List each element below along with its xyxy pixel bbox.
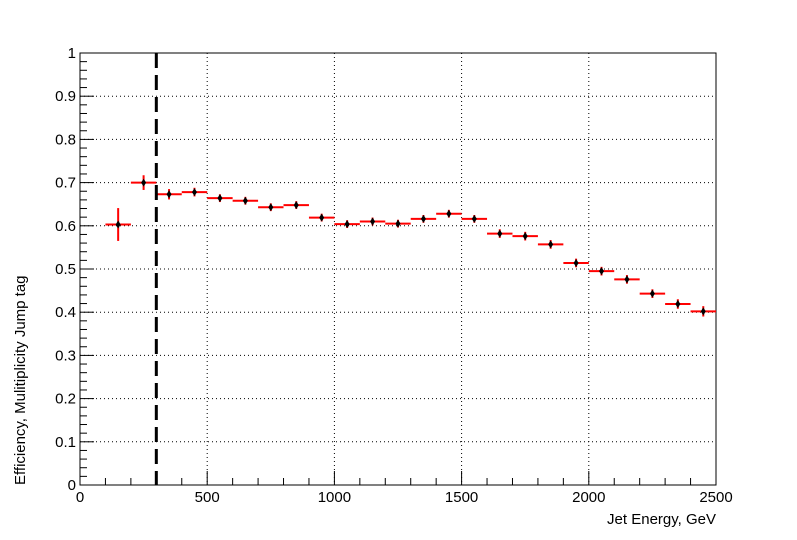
y-axis-title: Efficiency, Mulitiplicity Jump tag [12, 275, 29, 485]
y-tick-label: 0.7 [55, 175, 76, 192]
data-point [232, 196, 259, 205]
data-point [588, 266, 615, 276]
y-tick-label: 0.9 [55, 88, 76, 105]
data-point [385, 219, 411, 228]
point-marker [395, 219, 401, 228]
point-marker [522, 232, 528, 241]
x-tick-label: 500 [195, 489, 220, 506]
x-tick-label: 2500 [699, 489, 732, 506]
y-tick-label: 0.5 [55, 261, 76, 278]
point-marker [420, 214, 426, 223]
data-point [105, 208, 131, 241]
axis-ticks [79, 52, 717, 486]
x-tick-labels: 0 500 1000 1500 2000 2500 [76, 489, 733, 506]
data-point [283, 201, 309, 210]
point-marker [217, 194, 223, 203]
point-marker [700, 307, 706, 316]
data-point [436, 209, 462, 218]
point-marker [675, 299, 681, 308]
point-marker [624, 275, 630, 284]
y-tick-label: 0.1 [55, 434, 76, 451]
point-marker [446, 209, 452, 218]
data-point [690, 306, 716, 317]
point-marker [141, 178, 147, 187]
data-point [461, 214, 488, 223]
y-tick-label: 0.2 [55, 391, 76, 408]
grid-lines [80, 53, 716, 485]
y-tick-label: 0.4 [55, 304, 76, 321]
point-marker [344, 220, 350, 229]
point-marker [497, 229, 503, 238]
point-marker [599, 267, 605, 276]
point-marker [573, 258, 579, 267]
point-marker [191, 188, 197, 197]
y-tick-label: 0.3 [55, 347, 76, 364]
point-marker [548, 240, 554, 249]
data-point [665, 299, 691, 309]
data-point [258, 203, 284, 212]
data-point [410, 214, 437, 223]
point-marker [115, 220, 121, 229]
y-tick-label: 0 [68, 477, 76, 494]
plot-frame [79, 52, 717, 486]
data-point [359, 217, 386, 226]
y-tick-label: 0.8 [55, 131, 76, 148]
data-points [105, 175, 716, 317]
data-point [308, 213, 335, 222]
y-tick-labels: 0 0.1 0.2 0.3 0.4 0.5 0.6 0.7 0.8 0.9 1 [55, 45, 76, 494]
data-point [334, 220, 360, 229]
data-point [130, 175, 157, 190]
point-marker [319, 213, 325, 222]
y-tick-label: 1 [68, 45, 76, 62]
point-marker [649, 289, 655, 298]
point-marker [471, 214, 477, 223]
point-marker [242, 196, 248, 205]
data-point [614, 275, 640, 284]
x-tick-label: 0 [76, 489, 84, 506]
x-tick-label: 1500 [445, 489, 478, 506]
data-point [639, 289, 666, 298]
data-point [512, 231, 538, 241]
point-marker [370, 217, 376, 226]
y-tick-label: 0.6 [55, 218, 76, 235]
point-marker [268, 203, 274, 212]
data-point [156, 189, 182, 200]
x-tick-label: 1000 [318, 489, 351, 506]
x-axis-title: Jet Energy, GeV [607, 511, 716, 528]
point-marker [293, 201, 299, 210]
data-point [563, 258, 589, 268]
x-tick-label: 2000 [572, 489, 605, 506]
data-point [207, 194, 233, 203]
data-point [537, 240, 564, 249]
data-point [487, 229, 513, 238]
data-point [181, 187, 208, 197]
point-marker [166, 190, 172, 199]
